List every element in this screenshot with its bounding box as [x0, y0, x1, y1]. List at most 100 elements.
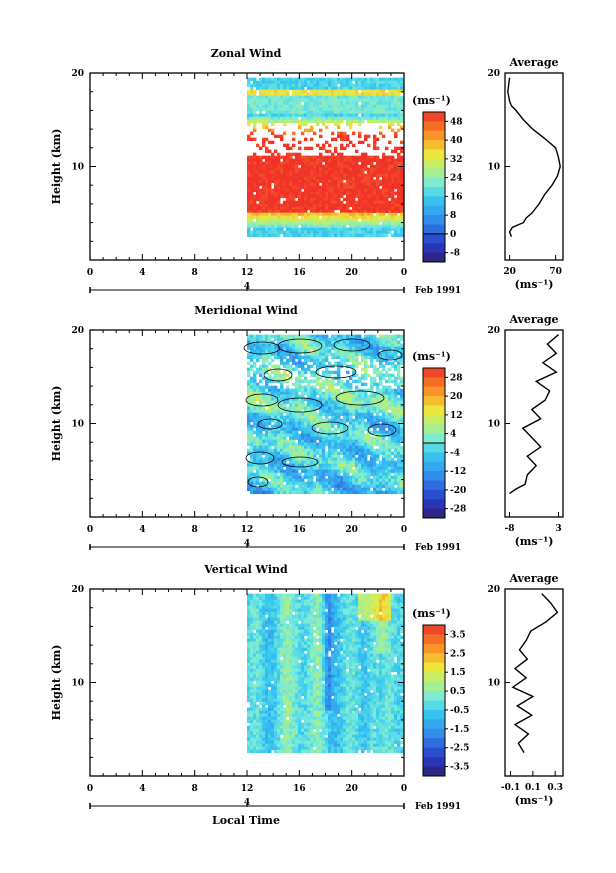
heatmap-cell — [385, 454, 389, 459]
heatmap-cell — [274, 215, 278, 220]
heatmap-cell — [262, 370, 266, 375]
heatmap-cell — [316, 343, 320, 348]
heatmap-cell — [295, 454, 299, 459]
heatmap-cell — [298, 107, 302, 112]
heatmap-cell — [268, 406, 272, 411]
heatmap-cell — [295, 95, 299, 100]
heatmap-cell — [397, 424, 401, 429]
heatmap-cell — [388, 385, 392, 390]
heatmap-cell — [355, 388, 359, 393]
heatmap-cell — [292, 424, 296, 429]
heatmap-cell — [265, 430, 269, 435]
heatmap-cell — [250, 203, 254, 208]
heatmap-cell — [340, 436, 344, 441]
heatmap-cell — [298, 152, 302, 157]
heatmap-cell — [331, 340, 335, 345]
heatmap-cell — [349, 92, 353, 97]
heatmap-cell — [349, 478, 353, 483]
heatmap-cell — [370, 212, 374, 217]
heatmap-cell — [337, 206, 341, 211]
heatmap-cell — [331, 352, 335, 357]
heatmap-cell — [274, 107, 278, 112]
heatmap-cell — [262, 376, 266, 381]
heatmap-cell — [364, 442, 368, 447]
heatmap-cell — [343, 469, 347, 474]
heatmap-cell — [376, 481, 380, 486]
heatmap-cell — [289, 230, 293, 235]
heatmap-cell — [319, 188, 323, 193]
colorbar-segment — [423, 252, 445, 263]
heatmap-cell — [325, 349, 329, 354]
heatmap-cell — [346, 391, 350, 396]
heatmap-cell — [385, 95, 389, 100]
heatmap-cell — [334, 200, 338, 205]
heatmap-cell — [265, 358, 269, 363]
heatmap-cell — [364, 445, 368, 450]
heatmap-cell — [304, 334, 308, 339]
heatmap-cell — [256, 478, 260, 483]
contour-line — [311, 421, 349, 435]
heatmap-cell — [382, 107, 386, 112]
heatmap-cell — [310, 137, 314, 142]
heatmap-cell — [400, 415, 404, 420]
heatmap-cell — [316, 191, 320, 196]
heatmap-cell — [268, 361, 272, 366]
heatmap-cell — [280, 104, 284, 109]
heatmap-cell — [262, 364, 266, 369]
heatmap-cell — [379, 439, 383, 444]
heatmap-cell — [250, 436, 254, 441]
heatmap-cell — [322, 433, 326, 438]
heatmap-cell — [301, 206, 305, 211]
heatmap-cell — [253, 448, 257, 453]
heatmap-cell — [268, 352, 272, 357]
heatmap-cell — [319, 427, 323, 432]
heatmap-cell — [370, 98, 374, 103]
heatmap-cell — [379, 179, 383, 184]
heatmap-cell — [397, 391, 401, 396]
heatmap-cell — [289, 119, 293, 124]
heatmap-cell — [274, 83, 278, 88]
heatmap-cell — [310, 466, 314, 471]
heatmap-cell — [268, 442, 272, 447]
heatmap-cell — [301, 104, 305, 109]
heatmap-cell — [316, 182, 320, 187]
heatmap-cell — [259, 158, 263, 163]
heatmap-cell — [400, 185, 404, 190]
heatmap-cell — [394, 412, 398, 417]
heatmap-cell — [385, 83, 389, 88]
heatmap-cell — [271, 490, 275, 495]
heatmap-cell — [391, 430, 395, 435]
heatmap-cell — [355, 188, 359, 193]
heatmap-cell — [310, 352, 314, 357]
heatmap-cell — [391, 352, 395, 357]
heatmap-cell — [400, 382, 404, 387]
heatmap-cell — [388, 346, 392, 351]
heatmap-cell — [361, 358, 365, 363]
heatmap-cell — [367, 83, 371, 88]
heatmap-cell — [268, 188, 272, 193]
heatmap-cell — [289, 182, 293, 187]
heatmap-cell — [265, 385, 269, 390]
heatmap-cell — [322, 200, 326, 205]
heatmap-cell — [385, 379, 389, 384]
heatmap-cell — [298, 80, 302, 85]
heatmap-cell — [313, 161, 317, 166]
heatmap-cell — [289, 116, 293, 121]
heatmap-cell — [247, 484, 251, 489]
heatmap-cell — [247, 373, 251, 378]
heatmap-cell — [379, 448, 383, 453]
heatmap-cell — [289, 215, 293, 220]
heatmap-cell — [358, 361, 362, 366]
heatmap-cell — [358, 478, 362, 483]
heatmap-cell — [385, 170, 389, 175]
heatmap-cell — [280, 400, 284, 405]
heatmap-cell — [259, 355, 263, 360]
heatmap-cell — [268, 409, 272, 414]
heatmap-cell — [253, 376, 257, 381]
heatmap-cell — [352, 460, 356, 465]
heatmap-cell — [379, 197, 383, 202]
heatmap-cell — [286, 113, 290, 118]
heatmap-cell — [319, 224, 323, 229]
heatmap-cell — [325, 158, 329, 163]
heatmap-cell — [328, 388, 332, 393]
